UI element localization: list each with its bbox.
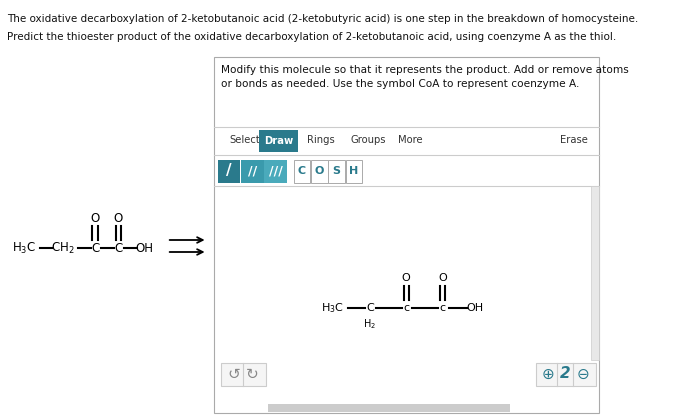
Text: ///: /// bbox=[269, 164, 283, 178]
Bar bbox=[218, 160, 240, 183]
Text: Erase: Erase bbox=[560, 135, 588, 145]
Text: Predict the thioester product of the oxidative decarboxylation of 2-ketobutanoic: Predict the thioester product of the oxi… bbox=[7, 32, 616, 42]
Text: H$_3$C: H$_3$C bbox=[12, 241, 36, 256]
Text: Select: Select bbox=[229, 135, 260, 145]
Text: c: c bbox=[403, 303, 410, 313]
Bar bbox=[536, 363, 596, 386]
Bar bbox=[294, 160, 310, 183]
Bar bbox=[221, 363, 266, 386]
Bar bbox=[265, 160, 287, 183]
Bar bbox=[268, 404, 510, 412]
Text: O: O bbox=[114, 211, 123, 224]
Text: C: C bbox=[298, 166, 306, 176]
Text: Groups: Groups bbox=[350, 135, 386, 145]
Text: H$_2$: H$_2$ bbox=[363, 317, 377, 331]
Text: C: C bbox=[366, 303, 374, 313]
Text: S: S bbox=[332, 166, 340, 176]
Bar bbox=[592, 186, 599, 360]
Text: O: O bbox=[402, 273, 411, 283]
Text: ↻: ↻ bbox=[246, 367, 259, 382]
Text: Modify this molecule so that it represents the product. Add or remove atoms
or b: Modify this molecule so that it represen… bbox=[221, 65, 629, 89]
Text: More: More bbox=[398, 135, 422, 145]
Bar bbox=[328, 160, 345, 183]
Text: H$_3$C: H$_3$C bbox=[321, 301, 344, 315]
Text: c: c bbox=[440, 303, 446, 313]
Bar bbox=[346, 160, 362, 183]
Bar bbox=[241, 160, 264, 183]
Text: /: / bbox=[226, 163, 232, 178]
Text: O: O bbox=[314, 166, 323, 176]
Text: OH: OH bbox=[135, 241, 153, 254]
Text: Draw: Draw bbox=[264, 136, 293, 146]
Text: OH: OH bbox=[466, 303, 483, 313]
Text: C: C bbox=[91, 241, 99, 254]
Text: //: // bbox=[248, 164, 257, 178]
Text: CH$_2$: CH$_2$ bbox=[51, 241, 75, 256]
Text: ↺: ↺ bbox=[228, 367, 241, 382]
Text: Rings: Rings bbox=[307, 135, 335, 145]
Text: C: C bbox=[114, 241, 122, 254]
Text: O: O bbox=[438, 273, 447, 283]
Bar bbox=[214, 57, 599, 413]
Bar bbox=[259, 130, 298, 152]
Bar bbox=[312, 160, 328, 183]
Text: 2: 2 bbox=[560, 367, 570, 382]
Text: ⊕: ⊕ bbox=[542, 367, 554, 382]
Text: H: H bbox=[349, 166, 358, 176]
Text: The oxidative decarboxylation of 2-ketobutanoic acid (2-ketobutyric acid) is one: The oxidative decarboxylation of 2-ketob… bbox=[7, 14, 638, 24]
Text: ⊖: ⊖ bbox=[576, 367, 589, 382]
Text: O: O bbox=[90, 211, 99, 224]
